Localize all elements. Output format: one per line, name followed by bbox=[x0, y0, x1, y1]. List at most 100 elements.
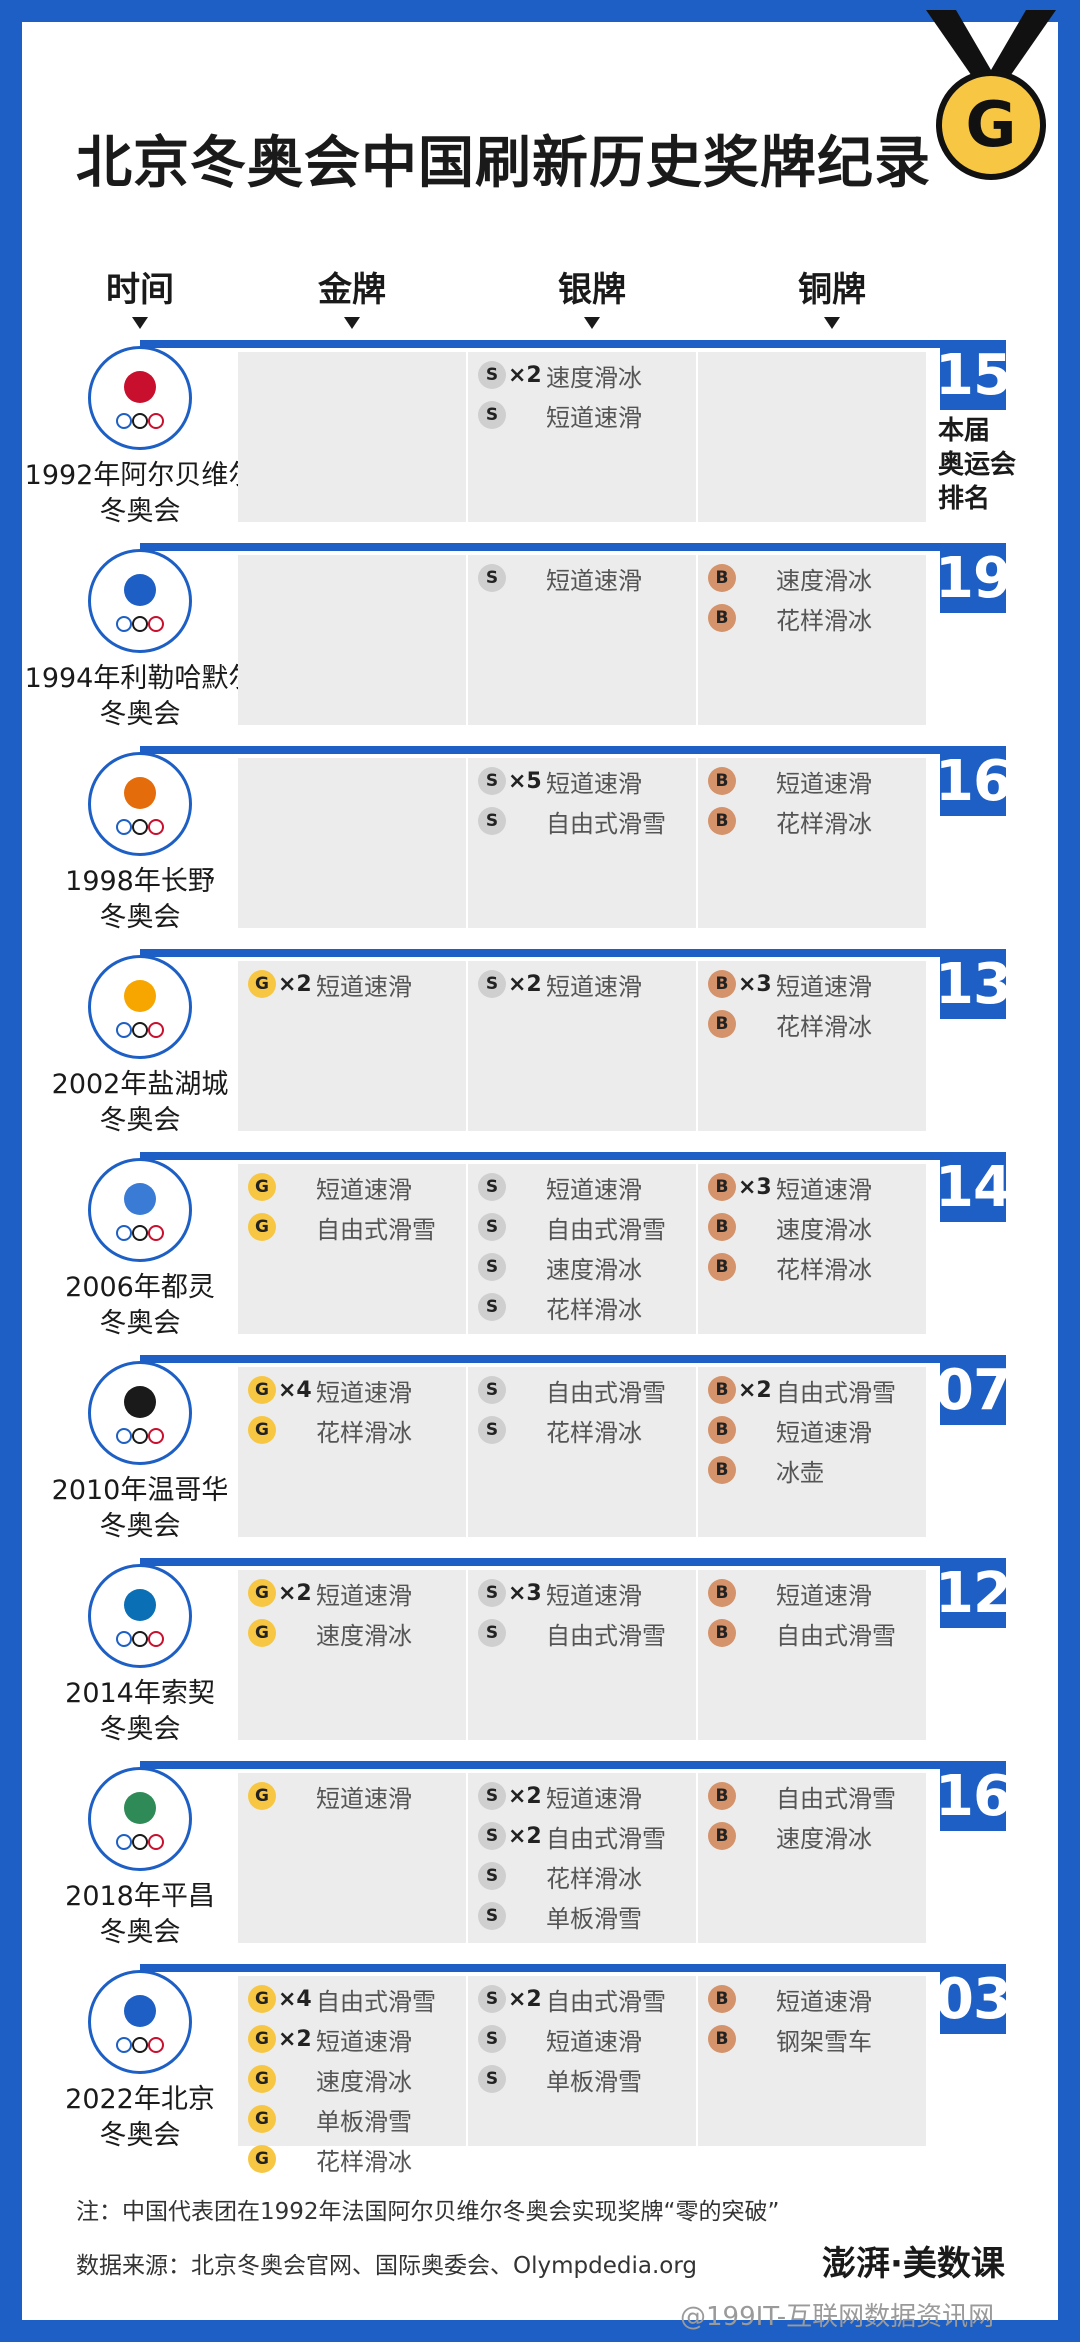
page-title: 北京冬奥会中国刷新历史奖牌纪录 bbox=[76, 131, 931, 196]
medal-event: 自由式滑雪 bbox=[776, 1621, 896, 1650]
gold-medal-cell: G ×4 自由式滑雪 G ×2 短道速滑 G 速度滑冰 G 单板滑雪 G 花样滑冰 bbox=[238, 1976, 466, 2176]
medal-event: 自由式滑雪 bbox=[546, 809, 666, 838]
row-divider-bar bbox=[140, 949, 952, 957]
silver-medal-icon: S bbox=[478, 1253, 506, 1281]
medal-multiplier: ×2 bbox=[278, 2026, 312, 2052]
gold-medal-icon: G bbox=[248, 1213, 276, 1241]
medal-multiplier: ×2 bbox=[508, 1823, 542, 1849]
medal-multiplier: ×3 bbox=[738, 971, 772, 997]
game-row: 14 2006年都灵 冬奥会 G 短道速滑 G 自由式滑雪 S 短道速滑 S 自由式滑雪 S 速度滑冰 S… bbox=[0, 1152, 1080, 1352]
silver-medal-cell: S ×2 短道速滑 bbox=[468, 961, 696, 1131]
medal-multiplier: ×4 bbox=[278, 1986, 312, 2012]
gold-medal-letter: G bbox=[966, 88, 1017, 161]
medal-event: 短道速滑 bbox=[776, 769, 872, 798]
medal-event: 自由式滑雪 bbox=[546, 1215, 666, 1244]
medal-event: 短道速滑 bbox=[546, 972, 642, 1001]
row-divider-bar bbox=[140, 340, 952, 348]
rank-badge: 07 bbox=[935, 1355, 1012, 1425]
bronze-medal-icon: B bbox=[708, 1985, 736, 2013]
medal-event: 短道速滑 bbox=[316, 2027, 412, 2056]
gold-medal-icon: G bbox=[248, 1579, 276, 1607]
row-divider-bar bbox=[140, 1152, 952, 1160]
medal-event: 花样滑冰 bbox=[316, 1418, 412, 1447]
bronze-medal-cell bbox=[698, 352, 926, 522]
medal-entry: G ×4 短道速滑 bbox=[248, 1373, 412, 1407]
medal-entry: B ×3 短道速滑 bbox=[708, 967, 872, 1001]
game-row: 16 1998年长野 冬奥会 S ×5 短道速滑 S 自由式滑雪 B 短道速滑 B 花样滑冰 bbox=[0, 746, 1080, 946]
medal-entry: G ×4 自由式滑雪 bbox=[248, 1982, 436, 2016]
games-logo-icon bbox=[88, 1564, 192, 1668]
silver-medal-icon: S bbox=[478, 1376, 506, 1404]
bronze-medal-icon: B bbox=[708, 767, 736, 795]
bronze-medal-icon: B bbox=[708, 1619, 736, 1647]
medal-entry: B 花样滑冰 bbox=[708, 1250, 872, 1284]
medal-entry: B 花样滑冰 bbox=[708, 601, 872, 635]
medal-entry: S 单板滑雪 bbox=[478, 1899, 642, 1933]
games-name-line: 冬奥会 bbox=[99, 1917, 181, 1948]
medal-multiplier: ×3 bbox=[508, 1580, 542, 1606]
header-silver: 银牌 bbox=[492, 262, 692, 329]
games-logo-icon bbox=[88, 752, 192, 856]
gold-medal-icon: G bbox=[248, 1782, 276, 1810]
row-divider-bar bbox=[140, 543, 952, 551]
rank-badge: 16 bbox=[935, 746, 1012, 816]
silver-medal-cell: S ×2 短道速滑 S ×2 自由式滑雪 S 花样滑冰 S 单板滑雪 bbox=[468, 1773, 696, 1943]
medal-event: 短道速滑 bbox=[316, 1378, 412, 1407]
game-row: 13 2002年盐湖城 冬奥会 G ×2 短道速滑 S ×2 短道速滑 B ×3 短道速滑 B 花样滑冰 bbox=[0, 949, 1080, 1149]
gold-medal-icon: G bbox=[248, 2145, 276, 2173]
medal-multiplier: ×2 bbox=[508, 1986, 542, 2012]
row-divider-bar bbox=[140, 1558, 952, 1566]
gold-medal-icon: G bbox=[248, 1376, 276, 1404]
gold-medal-icon: G bbox=[248, 2105, 276, 2133]
medal-entry: S ×2 自由式滑雪 bbox=[478, 1982, 666, 2016]
games-name-line: 2018年平昌 bbox=[65, 1881, 215, 1912]
rank-badge: 14 bbox=[935, 1152, 1012, 1222]
silver-medal-cell: S ×5 短道速滑 S 自由式滑雪 bbox=[468, 758, 696, 928]
rank-badge: 12 bbox=[935, 1558, 1012, 1628]
bronze-medal-cell: B 短道速滑 B 钢架雪车 bbox=[698, 1976, 926, 2146]
medal-event: 短道速滑 bbox=[776, 1581, 872, 1610]
games-name: 2014年索契 冬奥会 bbox=[0, 1676, 280, 1748]
medal-event: 速度滑冰 bbox=[546, 363, 642, 392]
gold-medal-cell bbox=[238, 758, 466, 928]
games-name-line: 冬奥会 bbox=[99, 496, 181, 527]
gold-medal-icon: G bbox=[248, 970, 276, 998]
medal-event: 短道速滑 bbox=[546, 1175, 642, 1204]
game-row: 19 1994年利勒哈默尔 冬奥会 S 短道速滑 B 速度滑冰 B 花样滑冰 bbox=[0, 543, 1080, 743]
medal-event: 自由式滑雪 bbox=[546, 1621, 666, 1650]
silver-medal-icon: S bbox=[478, 2065, 506, 2093]
bronze-medal-icon: B bbox=[708, 970, 736, 998]
medal-entry: S ×2 自由式滑雪 bbox=[478, 1819, 666, 1853]
medal-multiplier: ×2 bbox=[508, 1783, 542, 1809]
medal-event: 自由式滑雪 bbox=[316, 1987, 436, 2016]
bronze-medal-cell: B 速度滑冰 B 花样滑冰 bbox=[698, 555, 926, 725]
medal-entry: S 短道速滑 bbox=[478, 398, 642, 432]
medal-entry: B 短道速滑 bbox=[708, 1576, 872, 1610]
games-logo-icon bbox=[88, 1158, 192, 1262]
medal-multiplier: ×5 bbox=[508, 768, 542, 794]
silver-medal-icon: S bbox=[478, 1619, 506, 1647]
silver-medal-icon: S bbox=[478, 1579, 506, 1607]
medal-event: 短道速滑 bbox=[776, 1175, 872, 1204]
games-logo-icon bbox=[88, 549, 192, 653]
medal-multiplier: ×4 bbox=[278, 1377, 312, 1403]
medal-event: 短道速滑 bbox=[546, 1784, 642, 1813]
medal-event: 单板滑雪 bbox=[546, 2067, 642, 2096]
games-name: 2018年平昌 冬奥会 bbox=[0, 1879, 280, 1951]
medal-event: 自由式滑雪 bbox=[776, 1784, 896, 1813]
silver-medal-icon: S bbox=[478, 1902, 506, 1930]
games-name-line: 1994年利勒哈默尔 bbox=[24, 663, 256, 694]
medal-entry: S 花样滑冰 bbox=[478, 1859, 642, 1893]
medal-entry: B 速度滑冰 bbox=[708, 1819, 872, 1853]
games-name-line: 2010年温哥华 bbox=[51, 1475, 229, 1506]
medal-event: 单板滑雪 bbox=[316, 2107, 412, 2136]
medal-entry: B 自由式滑雪 bbox=[708, 1779, 896, 1813]
medal-entry: S 自由式滑雪 bbox=[478, 1373, 666, 1407]
medal-entry: B 花样滑冰 bbox=[708, 804, 872, 838]
medal-event: 短道速滑 bbox=[546, 2027, 642, 2056]
bronze-medal-cell: B 自由式滑雪 B 速度滑冰 bbox=[698, 1773, 926, 1943]
bronze-medal-cell: B ×3 短道速滑 B 花样滑冰 bbox=[698, 961, 926, 1131]
medal-entry: S 自由式滑雪 bbox=[478, 1210, 666, 1244]
silver-medal-icon: S bbox=[478, 1416, 506, 1444]
rank-badge: 16 bbox=[935, 1761, 1012, 1831]
